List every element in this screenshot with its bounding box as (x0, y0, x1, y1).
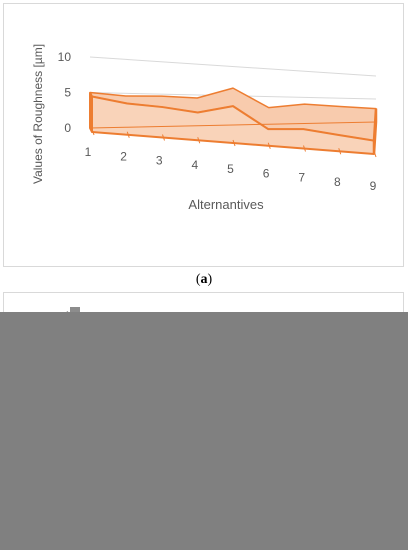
y-axis-label: Values of Roughness [µm] (31, 44, 45, 184)
gray-overlay (0, 312, 408, 550)
x-tick-label: 1 (85, 145, 92, 159)
y-tick-label: 10 (58, 50, 72, 64)
figure-caption: (a) (0, 272, 408, 288)
area-right-cap (372, 108, 378, 155)
floor-tick (303, 145, 306, 152)
floor-tick (162, 134, 165, 141)
x-tick-labels: 1 2 3 4 5 6 7 8 9 (85, 145, 377, 193)
y-tick-label: 0 (64, 121, 71, 135)
caption-close: ) (207, 272, 213, 287)
floor-tick (197, 137, 201, 144)
floor-tick (338, 148, 342, 155)
floor-tick (373, 150, 377, 158)
floor-tick (126, 131, 130, 138)
overlay-notch (70, 307, 80, 315)
y-tick-label: 5 (64, 86, 71, 100)
x-tick-label: 8 (334, 175, 341, 189)
x-axis-label: Alternantives (188, 197, 264, 212)
x-tick-label: 6 (263, 166, 270, 180)
area-left-cap (89, 92, 93, 133)
x-tick-label: 2 (120, 149, 127, 163)
x-tick-label: 5 (227, 162, 234, 176)
caption-label: a (200, 272, 208, 287)
x-tick-label: 7 (298, 171, 305, 185)
floor-tick (267, 142, 271, 149)
x-tick-label: 3 (156, 154, 163, 168)
x-tick-label: 9 (370, 179, 377, 193)
floor-tick (232, 139, 236, 147)
caption-open: ( (195, 272, 201, 287)
area-back-baseline (89, 121, 377, 129)
y-tick-labels: 0 5 10 (58, 50, 72, 135)
gridline (89, 56, 377, 77)
floor-tick (91, 128, 95, 136)
x-tick-label: 4 (192, 158, 199, 172)
area-series (89, 87, 378, 158)
